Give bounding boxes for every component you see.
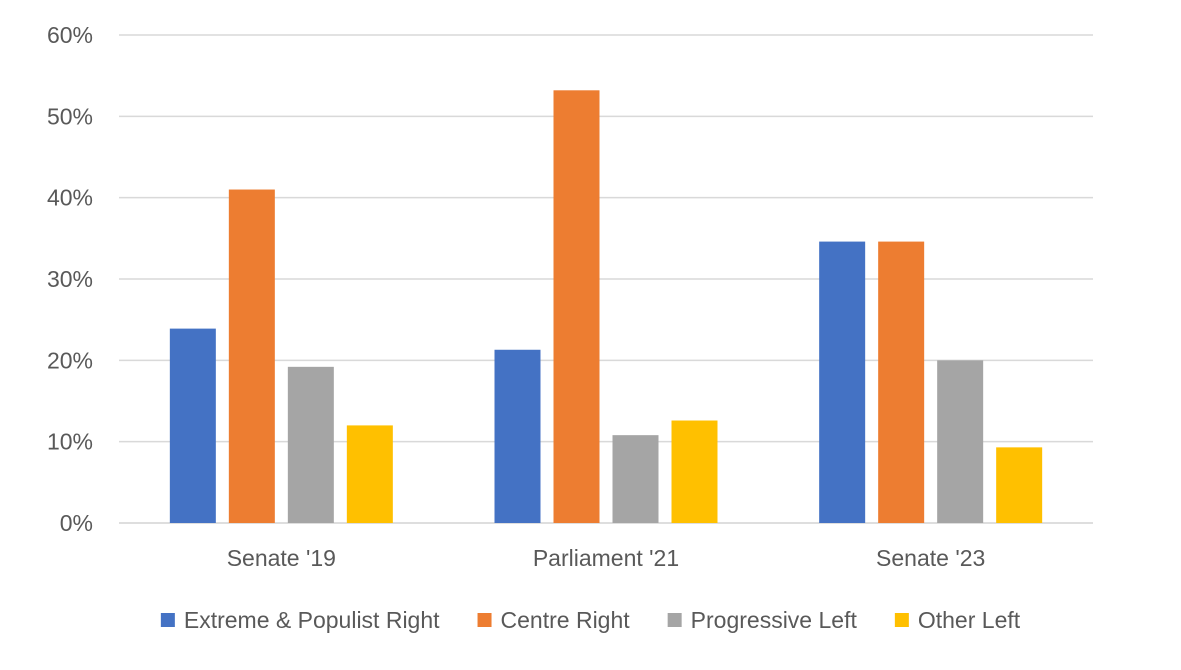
bar (612, 435, 659, 523)
y-tick-label: 60% (47, 22, 93, 48)
bar (169, 328, 216, 523)
bar (228, 189, 275, 524)
bar (553, 90, 600, 523)
legend-label: Other Left (918, 607, 1021, 633)
legend-swatch (894, 613, 909, 627)
bar (494, 349, 541, 523)
x-axis-ticks: Senate '19 Parliament '21 Senate '23 (227, 545, 986, 571)
y-tick-label: 30% (47, 266, 93, 292)
bars (169, 90, 1043, 524)
bar (819, 241, 866, 523)
x-tick-label: Parliament '21 (533, 545, 679, 571)
y-tick-label: 50% (47, 103, 93, 129)
legend-label: Extreme & Populist Right (184, 607, 440, 633)
bar (346, 425, 393, 523)
bar (671, 420, 718, 523)
legend-swatch (477, 613, 492, 627)
x-tick-label: Senate '23 (876, 545, 985, 571)
gridlines (119, 34, 1093, 524)
y-tick-label: 10% (47, 429, 93, 455)
legend: Extreme & Populist Right Centre Right Prog… (160, 607, 1021, 633)
y-tick-label: 40% (47, 185, 93, 211)
y-tick-label: 0% (60, 510, 93, 536)
bar (287, 366, 334, 523)
x-tick-label: Senate '19 (227, 545, 336, 571)
y-axis-ticks: 0% 10% 20% 30% 40% 50% 60% (47, 22, 93, 536)
y-tick-label: 20% (47, 347, 93, 373)
legend-label: Centre Right (501, 607, 631, 633)
legend-swatch (160, 613, 175, 627)
bar (937, 360, 984, 523)
bar (878, 241, 925, 523)
bar (996, 447, 1043, 523)
legend-label: Progressive Left (691, 607, 858, 633)
legend-swatch (667, 613, 682, 627)
